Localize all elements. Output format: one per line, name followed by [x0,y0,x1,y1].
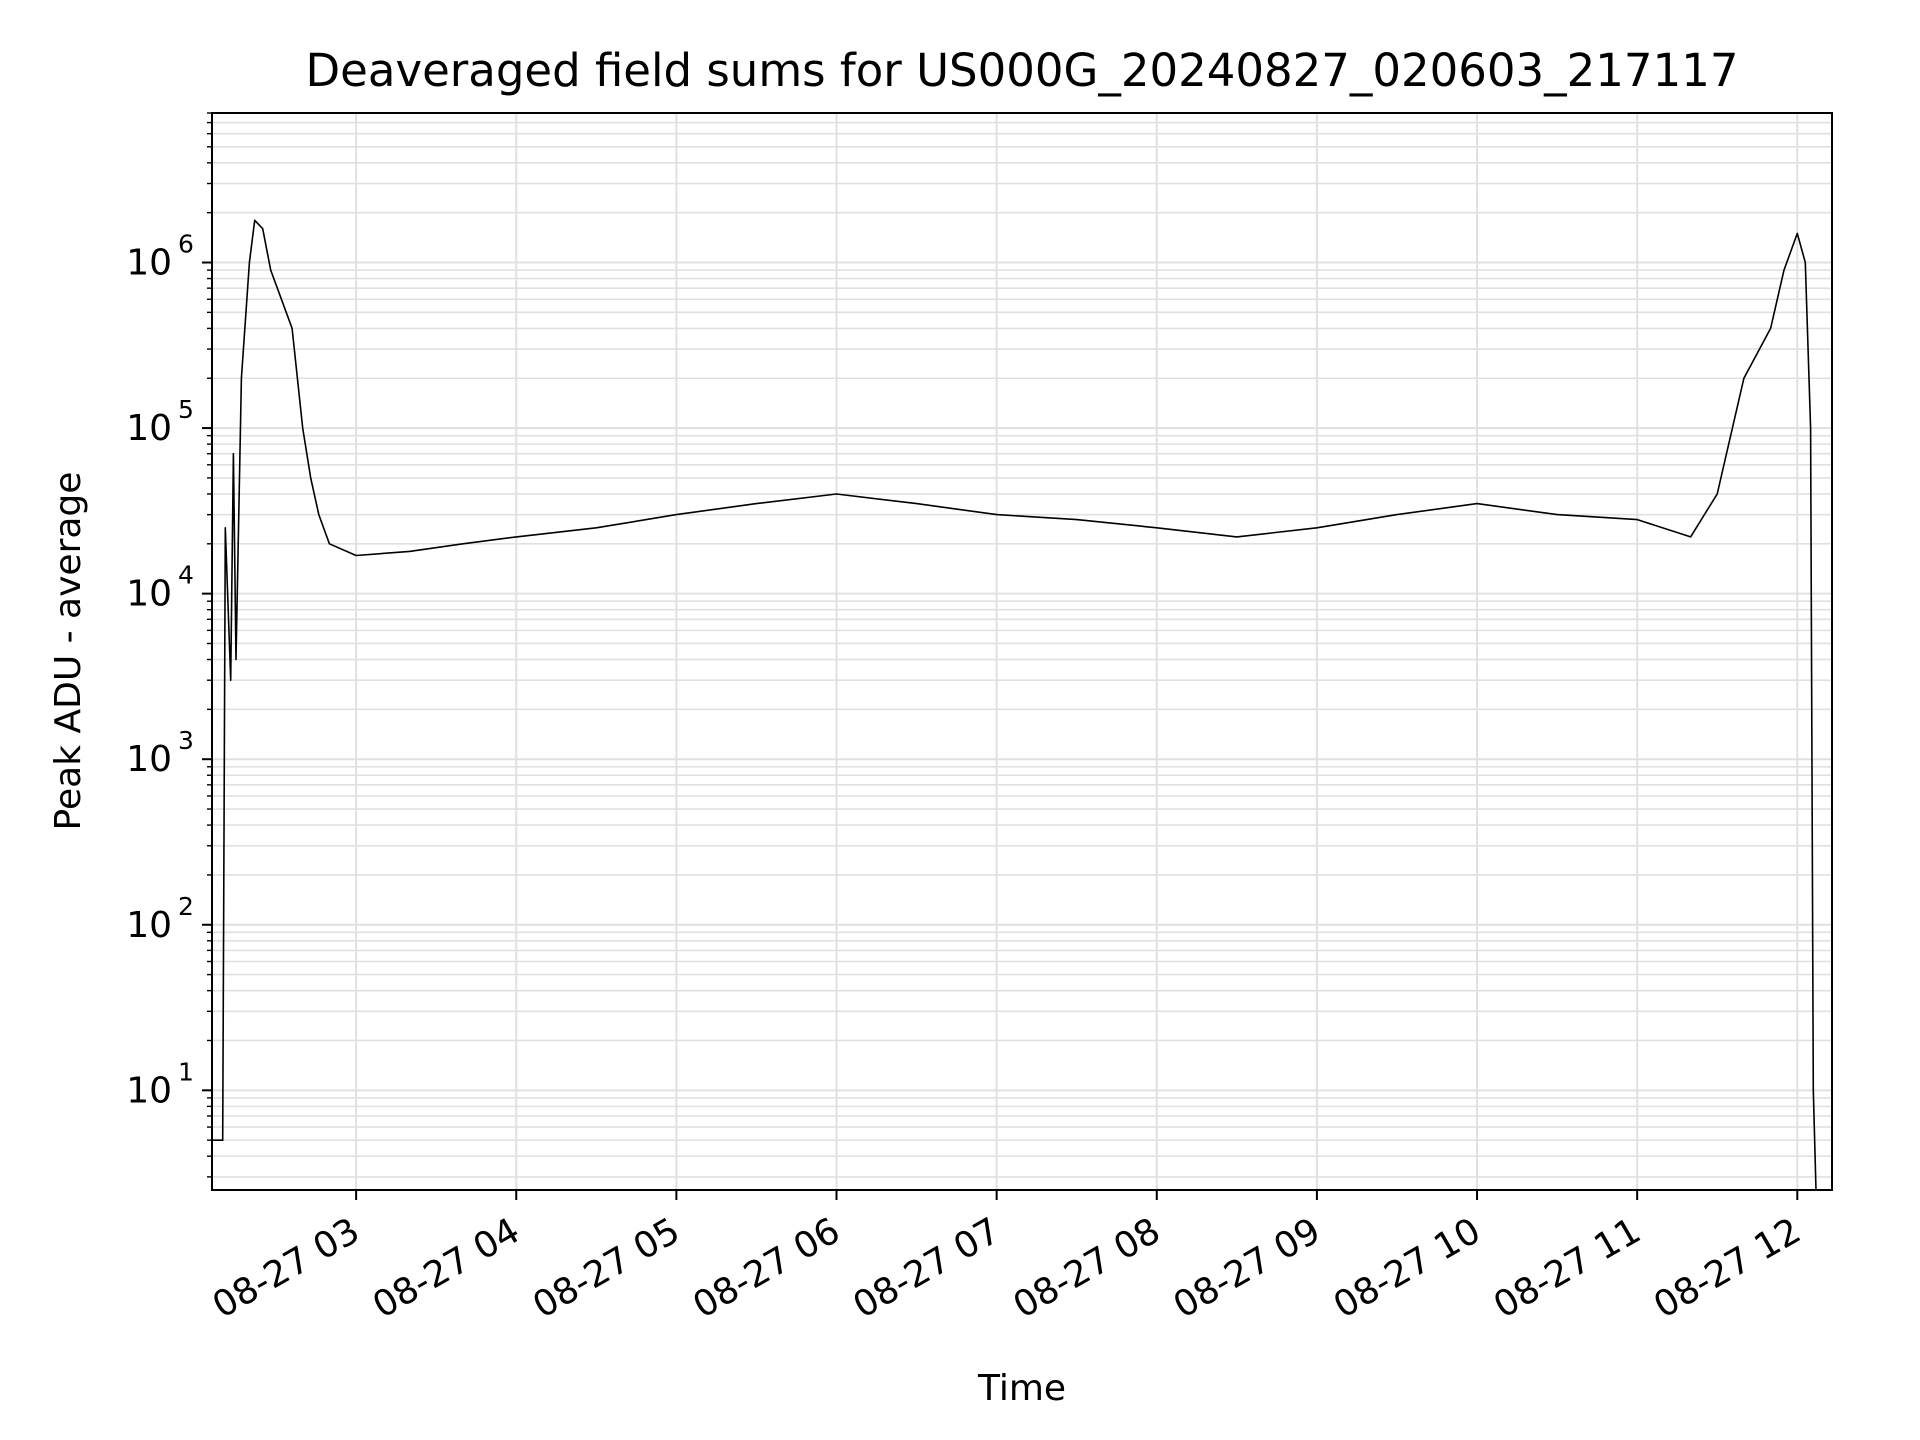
y-tick-base: 10 [126,574,172,615]
y-tick-label: 10 [126,1070,172,1111]
y-tick-base: 10 [126,739,172,780]
y-tick-label: 10 [126,739,172,780]
y-tick-exponent: 1 [178,1057,194,1086]
y-tick-label: 10 [126,905,172,946]
series-layer [212,219,1817,1191]
y-tick-label: 10 [126,574,172,615]
x-axis-label: Time [977,1368,1066,1409]
y-axis-label: Peak ADU - average [48,472,89,831]
y-tick-exponent: 4 [178,561,194,590]
y-tick-base: 10 [126,243,172,284]
plot-frame [211,112,1833,1191]
y-tick-exponent: 2 [178,892,194,921]
y-tick-base: 10 [126,905,172,946]
y-tick-exponent: 3 [178,726,194,755]
y-tick-base: 10 [126,1070,172,1111]
y-tick-label: 10 [126,408,172,449]
y-tick-exponent: 5 [178,395,194,424]
grid-layer [212,112,1832,1190]
chart-title: Deaveraged field sums for US000G_2024082… [306,44,1739,97]
y-tick-base: 10 [126,408,172,449]
series-line [212,219,1817,1191]
y-tick-label: 10 [126,243,172,284]
y-tick-exponent: 6 [178,230,194,259]
